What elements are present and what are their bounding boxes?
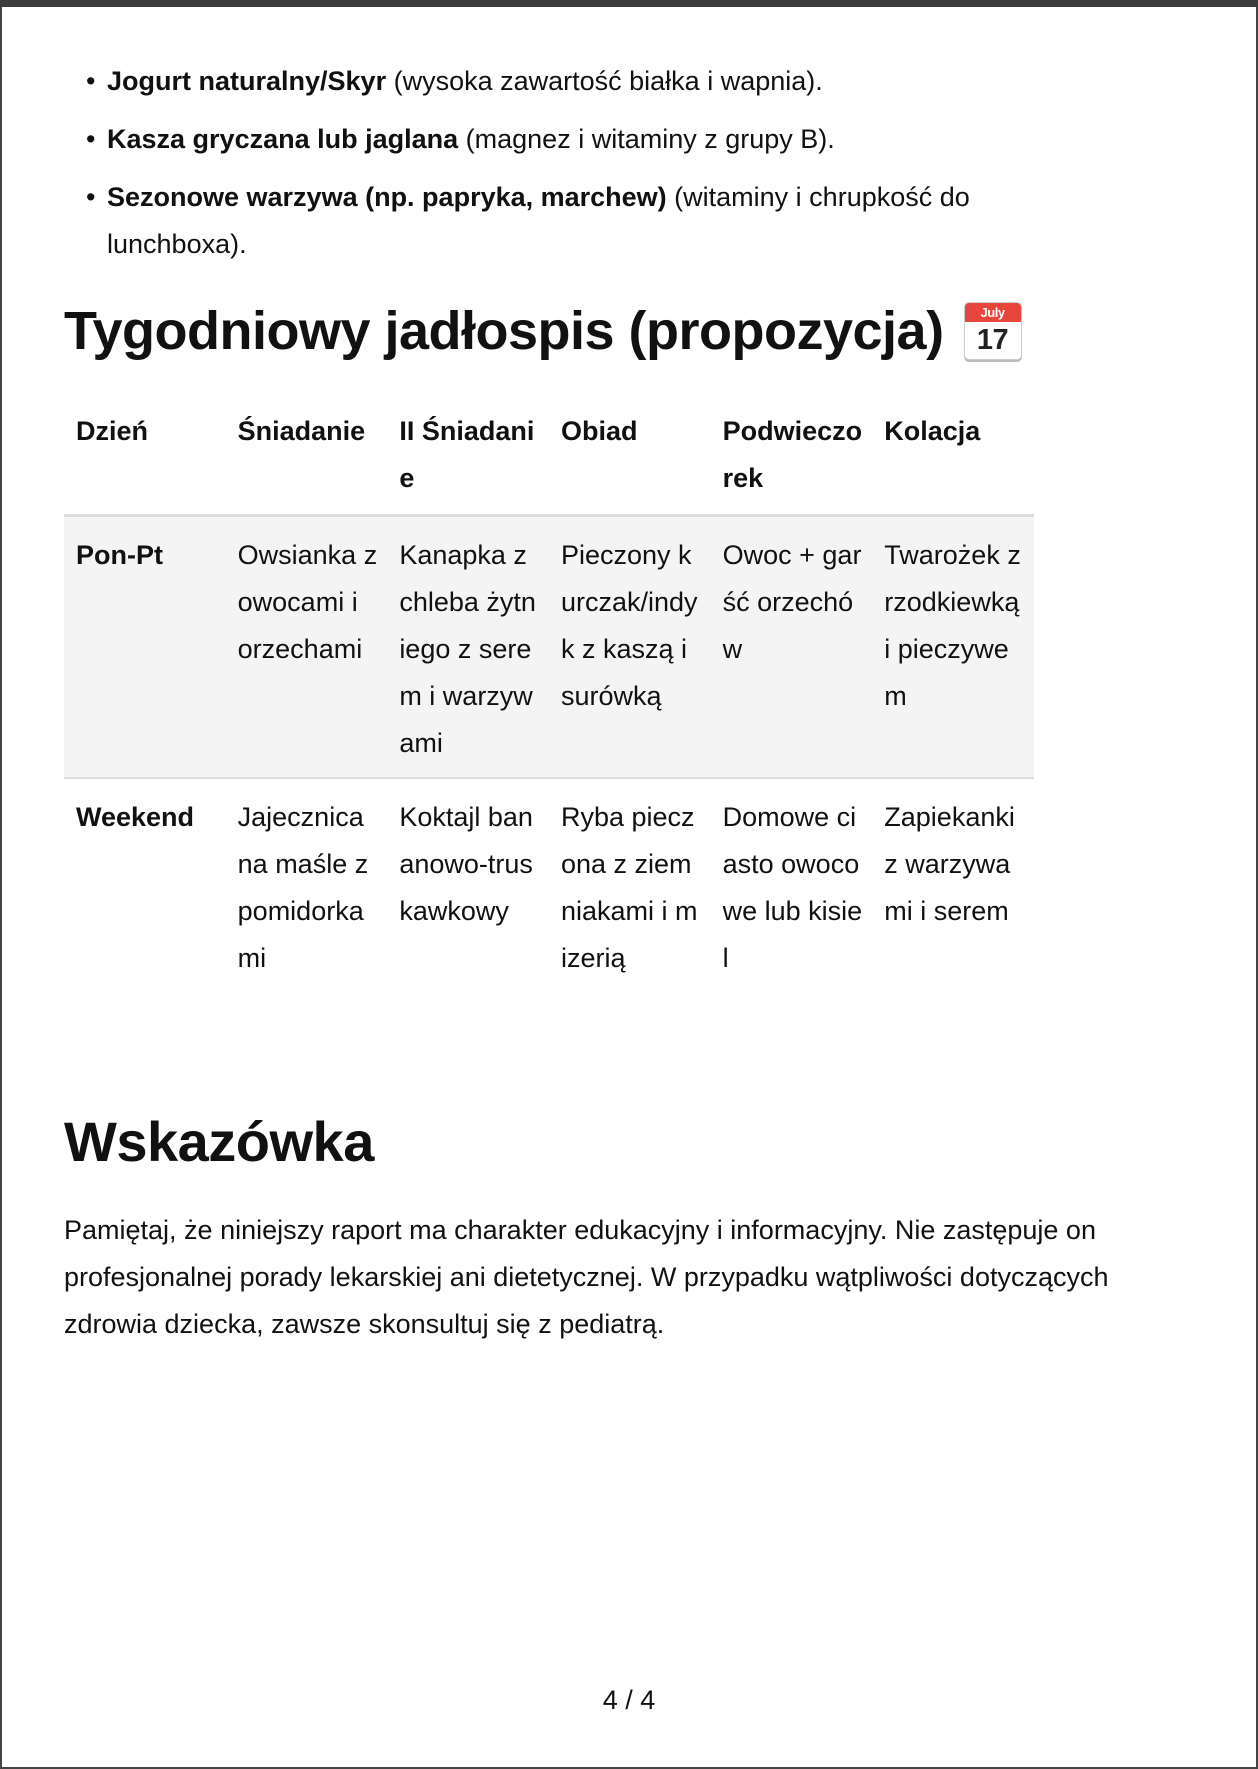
table-cell: Twarożek z rzodkiewką i pieczywem — [884, 540, 1021, 711]
menu-heading-text: Tygodniowy jadłospis (propozycja) — [64, 301, 944, 361]
table-cell: Owoc + garść orzechów — [722, 540, 862, 664]
table-cell: Owsianka z owocami i orzechami — [237, 540, 378, 664]
table-cell: Kanapka z chleba żytniego z serem i warz… — [399, 540, 536, 758]
table-cell: Jajecznica na maśle z pomidorkami — [237, 802, 369, 973]
header-second-breakfast: II Śniadanie — [399, 416, 535, 493]
bullet-icon: • — [86, 124, 96, 154]
page-border-left — [0, 7, 2, 1769]
table-row: Weekend Jajecznica na maśle z pomidorkam… — [64, 778, 1034, 992]
calendar-day: 17 — [976, 324, 1009, 356]
tip-paragraph: Pamiętaj, że niniejszy raport ma charakt… — [64, 1215, 1109, 1339]
page-border-right — [1256, 7, 1258, 1769]
menu-heading: Tygodniowy jadłospis (propozycja) July 1… — [64, 296, 1022, 366]
page-border-bottom — [0, 1767, 1258, 1769]
item-desc: (magnez i witaminy z grupy B). — [458, 124, 835, 154]
table-cell: Ryba pieczona z ziemniakami i mizerią — [560, 802, 698, 973]
list-item: • Sezonowe warzywa (np. papryka, marchew)… — [64, 174, 1094, 268]
meal-plan-table: Dzień Śniadanie II Śniadanie Obiad Podwi… — [64, 408, 1034, 992]
table-cell: Zapiekanki z warzywami i serem — [884, 802, 1015, 926]
header-dinner: Kolacja — [884, 416, 981, 446]
bullet-icon: • — [86, 182, 96, 212]
item-name: Sezonowe warzywa (np. papryka, marchew) — [107, 182, 667, 212]
calendar-icon: July 17 — [963, 302, 1022, 360]
bullet-icon: • — [86, 66, 96, 96]
table-header-row: Dzień Śniadanie II Śniadanie Obiad Podwi… — [64, 408, 1034, 516]
item-name: Kasza gryczana lub jaglana — [107, 124, 459, 154]
viewer-top-bar — [0, 0, 1258, 7]
table-cell: Domowe ciasto owocowe lub kisiel — [722, 802, 863, 973]
list-item: • Kasza gryczana lub jaglana (magnez i wi… — [64, 116, 1094, 163]
table-row: Pon-Pt Owsianka z owocami i orzechami Ka… — [64, 515, 1034, 778]
header-snack: Podwieczorek — [722, 416, 863, 493]
table-cell: Koktajl bananowo-truskawkowy — [399, 802, 533, 926]
header-day: Dzień — [76, 416, 149, 446]
calendar-month: July — [964, 303, 1021, 322]
item-desc: (wysoka zawartość białka i wapnia). — [386, 66, 823, 96]
header-breakfast: Śniadanie — [237, 416, 366, 446]
item-desc: (witaminy i chrupkość do lunchboxa). — [107, 182, 970, 259]
item-name: Jogurt naturalny/Skyr — [107, 66, 387, 96]
cell-day: Weekend — [76, 802, 195, 832]
tip-heading: Wskazówka — [64, 1110, 374, 1173]
cell-day: Pon-Pt — [76, 540, 163, 570]
food-list: • Jogurt naturalny/Skyr (wysoka zawartość… — [64, 58, 1094, 279]
list-item: • Jogurt naturalny/Skyr (wysoka zawartość… — [64, 58, 1094, 105]
header-lunch: Obiad — [560, 416, 638, 446]
page-number: 4 / 4 — [602, 1685, 656, 1715]
table-cell: Pieczony kurczak/indyk z kaszą i surówką — [560, 540, 698, 711]
